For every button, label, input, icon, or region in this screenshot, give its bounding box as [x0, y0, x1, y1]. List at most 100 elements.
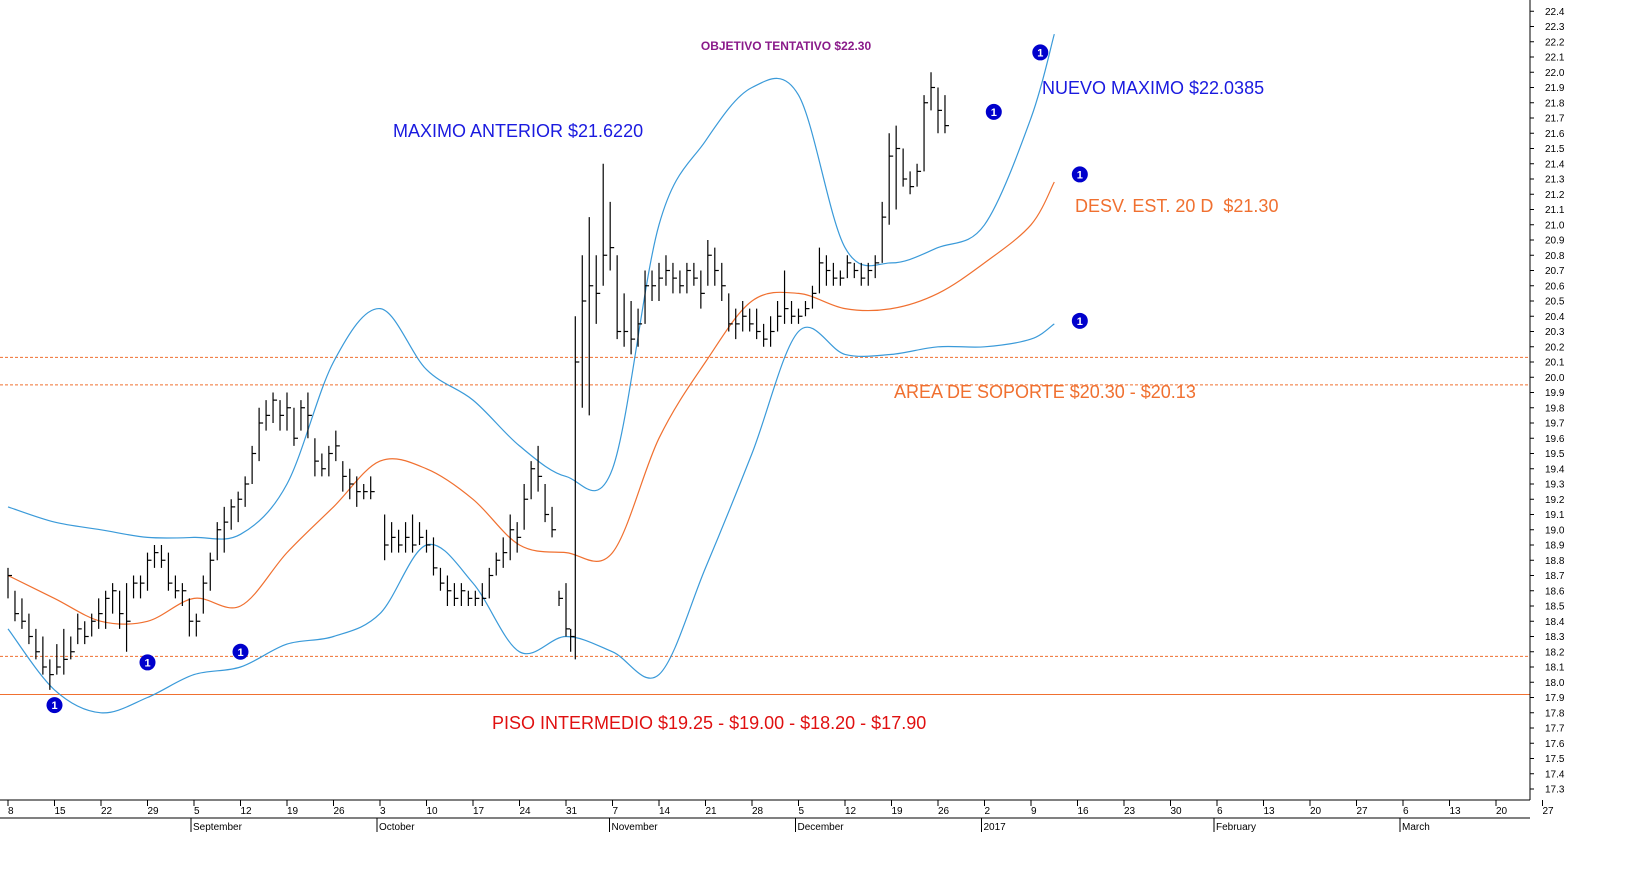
price-bar — [481, 583, 487, 606]
signal-marker: 1 — [232, 643, 249, 660]
price-bar — [516, 522, 522, 553]
y-tick-label: 17.9 — [1545, 693, 1565, 704]
price-bar — [216, 522, 222, 561]
y-tick-label: 17.8 — [1545, 708, 1565, 719]
price-bar — [63, 628, 68, 675]
y-tick-label: 21.7 — [1545, 114, 1565, 125]
x-tick-label: 30 — [1171, 806, 1183, 817]
price-bar — [105, 590, 110, 629]
y-tick-label: 18.2 — [1545, 647, 1565, 658]
signal-marker-circle — [1071, 312, 1088, 329]
price-bar — [418, 522, 424, 545]
price-bar — [537, 445, 543, 492]
x-tick-label: 13 — [1450, 806, 1462, 817]
price-bars — [7, 72, 949, 690]
price-bar — [265, 400, 271, 431]
x-axis: 8 15 22 29 5 12 19 26 3 10 17 24 31 7 14 21 28 5 12 19 26 2 9 1… — [0, 799, 1554, 833]
x-tick-label: 12 — [241, 806, 253, 817]
signal-marker-circle — [1032, 44, 1049, 61]
price-bar — [391, 522, 396, 553]
x-tick-label: 15 — [55, 806, 67, 817]
price-bar — [223, 506, 229, 553]
x-tick-label: 20 — [1496, 806, 1508, 817]
price-bar — [56, 644, 61, 675]
price-bar — [700, 270, 705, 309]
price-bar — [272, 392, 278, 423]
y-tick-label: 19.1 — [1545, 510, 1565, 521]
price-bar — [370, 476, 375, 500]
price-bar — [902, 148, 908, 187]
price-bar — [735, 308, 740, 340]
signal-marker-circle — [46, 697, 63, 714]
price-bar — [474, 590, 480, 606]
price-bar — [7, 567, 12, 599]
y-tick-label: 20.6 — [1545, 281, 1565, 292]
month-label: February — [1216, 822, 1256, 833]
x-tick-label: 23 — [1124, 806, 1136, 817]
x-tick-label: 2 — [985, 806, 991, 817]
y-tick-label: 20.5 — [1545, 297, 1565, 308]
price-bar — [244, 476, 250, 507]
price-bar — [846, 255, 852, 279]
y-tick-label: 19.6 — [1545, 434, 1565, 445]
price-bar — [769, 316, 775, 347]
price-bar — [404, 522, 410, 553]
price-bar — [502, 537, 508, 568]
price-bar — [839, 270, 845, 286]
x-tick-label: 29 — [148, 806, 160, 817]
y-tick-label: 19.2 — [1545, 495, 1565, 506]
price-bar — [665, 255, 670, 286]
signal-marker-label: 1 — [1037, 47, 1043, 59]
price-bar — [335, 430, 340, 462]
price-bar — [707, 240, 712, 286]
y-tick-label: 20.1 — [1545, 358, 1565, 369]
price-bar — [174, 575, 180, 599]
band-middle — [7, 181, 1055, 625]
annotation-desv-est: DESV. EST. 20 D $21.30 — [1075, 196, 1278, 216]
x-tick-label: 17 — [473, 806, 485, 817]
x-tick-label: 21 — [706, 806, 718, 817]
price-bar — [188, 598, 194, 637]
price-bar — [714, 247, 719, 286]
x-tick-label: 26 — [334, 806, 346, 817]
price-bar — [258, 407, 264, 462]
month-label: October — [379, 822, 415, 833]
y-tick-label: 21.3 — [1545, 175, 1565, 186]
signal-marker-circle — [139, 654, 156, 671]
price-bar — [146, 552, 152, 591]
price-bar — [616, 255, 622, 340]
price-bar — [581, 255, 587, 408]
signal-marker-label: 1 — [51, 700, 57, 712]
price-bar — [686, 262, 691, 294]
annotation-piso-intermedio: PISO INTERMEDIO $19.25 - $19.00 - $18.20… — [492, 713, 926, 733]
price-bar — [153, 545, 159, 568]
band-lower — [7, 323, 1055, 714]
price-bar — [384, 514, 389, 561]
y-tick-label: 22.2 — [1545, 37, 1565, 48]
y-tick-label: 19.7 — [1545, 419, 1565, 430]
price-bar — [693, 262, 698, 286]
x-tick-label: 20 — [1310, 806, 1322, 817]
price-bar — [811, 285, 817, 309]
price-bar — [888, 133, 894, 225]
price-bar — [398, 529, 403, 553]
month-label: March — [1402, 822, 1430, 833]
price-bar — [909, 171, 915, 195]
price-bar — [488, 567, 494, 599]
price-bar — [595, 255, 601, 324]
signal-marker-circle — [1071, 166, 1088, 183]
price-bar — [644, 270, 650, 324]
price-bar — [623, 293, 629, 347]
signal-marker: 1 — [46, 697, 63, 714]
price-bar — [916, 163, 922, 187]
price-bar — [202, 575, 208, 614]
price-bar — [658, 262, 663, 301]
x-tick-label: 19 — [892, 806, 904, 817]
price-bar — [609, 201, 615, 271]
price-bar — [574, 316, 580, 660]
price-bar — [439, 567, 445, 591]
x-tick-label: 13 — [1264, 806, 1276, 817]
price-bar — [432, 537, 438, 576]
price-bar — [509, 514, 515, 561]
y-tick-label: 20.8 — [1545, 251, 1565, 262]
